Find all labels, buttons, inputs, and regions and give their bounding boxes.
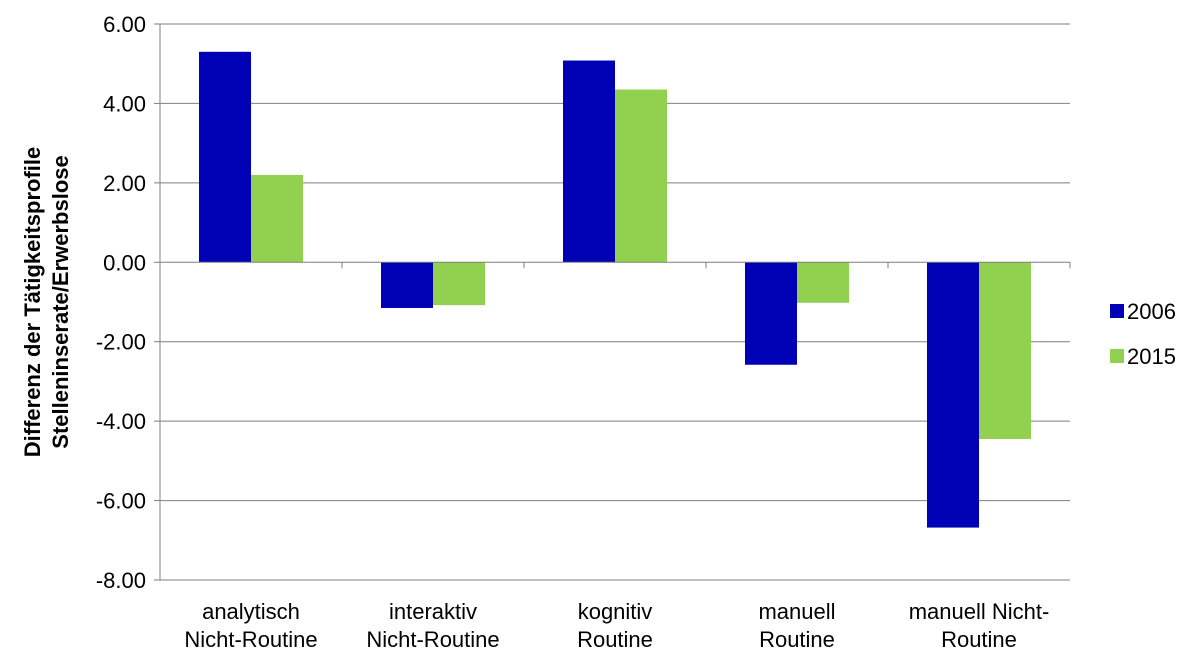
bar-2006 [199,51,251,263]
y-tick-label: -6.00 [96,489,146,514]
y-tick-label: -8.00 [96,568,146,593]
bar-2006 [563,60,615,263]
y-tick-label: 0.00 [103,250,146,275]
bar-2006 [381,262,433,308]
y-tick-labels: 6.00 4.00 2.00 0.00 -2.00 -4.00 -6.00 -8.00 [96,12,146,593]
y-axis-label-line: Stelleninserate/Erwerbslose [48,155,73,448]
y-tick-label: -2.00 [96,330,146,355]
y-axis-label-line: Differenz der Tätigkeitsprofile [20,147,45,458]
y-tick-label: 2.00 [103,171,146,196]
legend-swatch-2006 [1110,304,1124,318]
y-tick-label: 6.00 [103,12,146,37]
legend: 2006 2015 [1110,299,1176,369]
axes [154,23,1071,581]
y-axis-label: Differenz der Tätigkeitsprofile Stellenin… [20,147,73,458]
category-label: manuell [758,599,835,624]
legend-label: 2006 [1127,299,1176,324]
category-label: Routine [941,627,1017,652]
category-label: Routine [759,627,835,652]
bar-2015 [251,174,303,263]
category-label: analytisch [202,599,300,624]
category-label: manuell Nicht- [909,599,1050,624]
bar-2015 [615,89,667,263]
bar-2015 [979,262,1031,440]
y-tick-label: -4.00 [96,409,146,434]
bar-2015 [797,262,849,303]
y-tick-label: 4.00 [103,91,146,116]
bar-2006 [927,262,979,528]
category-label: Nicht-Routine [184,627,317,652]
category-label: kognitiv [578,599,653,624]
bar-2006 [745,262,797,365]
legend-swatch-2015 [1110,349,1124,363]
legend-label: 2015 [1127,344,1176,369]
category-labels: analytisch Nicht-Routine interaktiv Nicht-R… [184,599,1049,652]
bars [199,51,1031,528]
category-label: interaktiv [389,599,477,624]
category-label: Nicht-Routine [366,627,499,652]
category-label: Routine [577,627,653,652]
bar-2015 [433,262,485,306]
